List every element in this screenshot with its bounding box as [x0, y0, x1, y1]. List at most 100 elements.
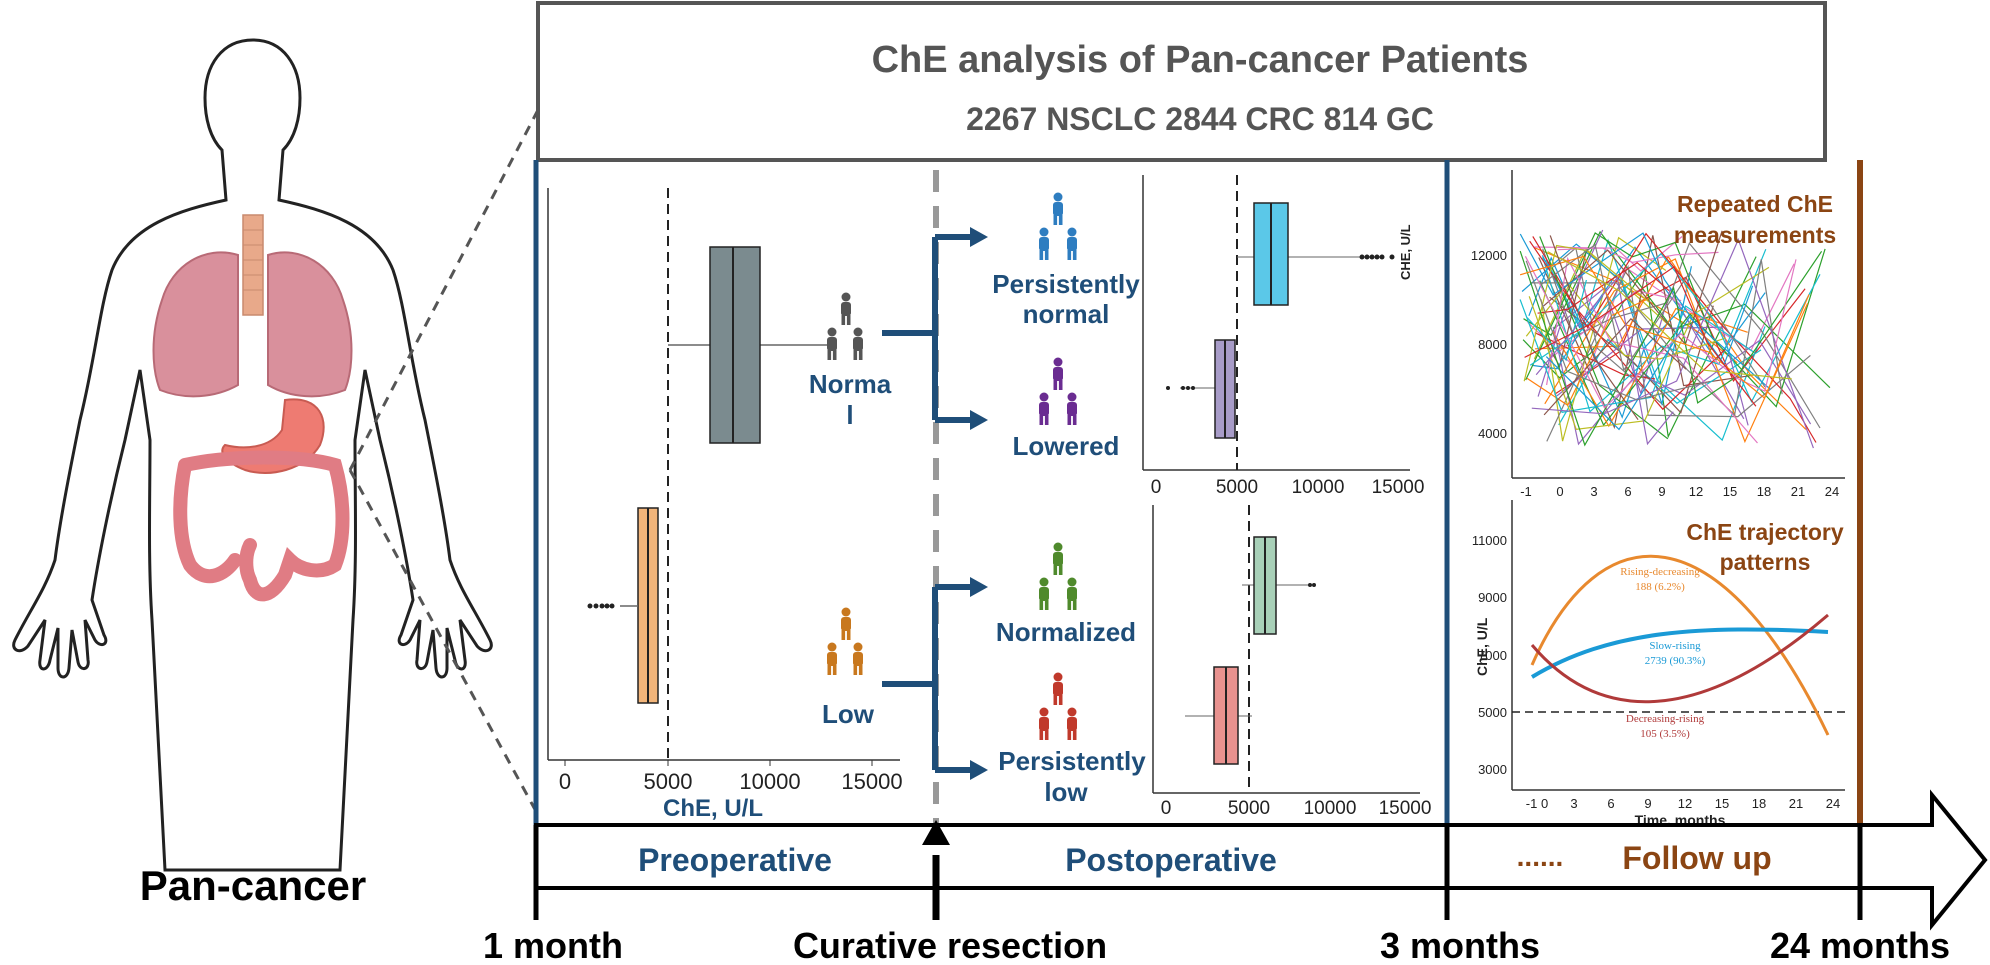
postop-bottom-tick: 10000: [1304, 798, 1357, 819]
pattern-stat: 105 (3.5%): [1640, 728, 1690, 740]
group-label-persistently-normal: Persistently: [992, 269, 1140, 299]
group-label-persistently-low: Persistently: [998, 746, 1146, 776]
people-icon-persistently-normal: [1039, 192, 1077, 260]
followup-bottom-ytick: 3000: [1478, 762, 1507, 777]
people-icon-lowered: [1039, 357, 1077, 425]
preop-tick-label: 15000: [841, 769, 902, 794]
followup-top-xtick: 9: [1658, 484, 1665, 499]
phase-postoperative: Postoperative: [1065, 842, 1277, 878]
trachea-icon: [242, 214, 264, 316]
spaghetti-line: [1531, 237, 1814, 449]
followup-top-ytick: 4000: [1478, 426, 1507, 441]
spaghetti-line: [1535, 276, 1674, 446]
followup-top-xtick: -1: [1520, 484, 1532, 499]
followup-top-xticks: -1 0 3 6 9 12 15 18 21 24: [1520, 484, 1839, 499]
followup-top-xtick: 3: [1590, 484, 1597, 499]
branch-arrows-low: [882, 584, 975, 773]
spaghetti-line: [1524, 256, 1797, 409]
followup-top-ytick: 12000: [1471, 248, 1507, 263]
followup-top-xtick: 18: [1757, 484, 1771, 499]
followup-bottom-xtick: 6: [1607, 796, 1614, 811]
group-label-normalized: Normalized: [996, 617, 1136, 647]
preop-tick-label: 5000: [644, 769, 693, 794]
arrow-head: [970, 577, 988, 597]
followup-trajectory-plot: [1511, 500, 1845, 791]
trajectory-decreasing-rising: [1530, 613, 1829, 704]
followup-spaghetti-plot: [1511, 170, 1845, 479]
spaghetti-line: [1548, 290, 1682, 360]
postop-top-boxplot: [1142, 175, 1410, 471]
followup-dots: ......: [1517, 841, 1564, 872]
followup-bottom-ytick: 5000: [1478, 705, 1507, 720]
pattern-label: Slow-rising: [1649, 640, 1701, 652]
preop-box-normal: [709, 246, 761, 444]
preop-boxplot: 0 5000 10000 15000 ChE, U/L: [547, 188, 903, 822]
preop-xlabel: ChE, U/L: [663, 795, 763, 822]
spaghetti-line: [1524, 265, 1757, 407]
followup-bottom-xtick: 15: [1715, 796, 1729, 811]
followup-bottom-xtick: 3: [1570, 796, 1577, 811]
preop-tick-label: 0: [559, 769, 571, 794]
followup-top-ytick: 8000: [1478, 337, 1507, 352]
spaghetti-line: [1557, 247, 1719, 264]
followup-bottom-ylabel: ChE, U/L: [1474, 617, 1490, 676]
milestone-24-months: 24 months: [1770, 925, 1950, 965]
followup-top-xtick: 15: [1723, 484, 1737, 499]
group-label-persistently-low-2: low: [1044, 777, 1088, 807]
pattern-stat: 188 (6.2%): [1635, 581, 1685, 593]
trajectory-slow-rising: [1530, 627, 1829, 679]
spaghetti-line: [1547, 251, 1792, 380]
milestone-1-month: 1 month: [483, 925, 623, 965]
followup-top-title-2: measurements: [1674, 222, 1836, 248]
pattern-label: Decreasing-rising: [1626, 713, 1705, 725]
postop-bottom-tick: 5000: [1228, 798, 1270, 819]
body-label: Pan-cancer: [140, 862, 366, 909]
postop-bottom-tick: 15000: [1379, 798, 1432, 819]
followup-bottom-xtick: 18: [1752, 796, 1766, 811]
trajectory-rising-decreasing: [1530, 554, 1830, 736]
arrow-head: [970, 227, 988, 247]
spaghetti-line: [1542, 242, 1821, 429]
human-body-figure: [12, 38, 493, 872]
group-label-lowered: Lowered: [1013, 431, 1120, 461]
group-label-persistently-normal-2: normal: [1023, 299, 1110, 329]
spaghetti-line: [1542, 248, 1767, 413]
colon-icon: [173, 450, 350, 602]
followup-top-title-1: Repeated ChE: [1677, 191, 1833, 217]
spaghetti-line: [1525, 260, 1709, 401]
zoom-line-bottom: [348, 469, 540, 816]
preop-xticks: [564, 760, 873, 766]
milestone-curative-resection: Curative resection: [793, 925, 1107, 965]
spaghetti-line: [1545, 316, 1771, 431]
zoom-line-top: [348, 109, 540, 471]
spaghetti-line: [1533, 248, 1676, 360]
branch-arrows-normal: [882, 234, 975, 423]
group-label-normal-line2: l: [846, 400, 853, 430]
spaghetti-line: [1519, 299, 1756, 413]
spaghetti-line: [1526, 279, 1587, 362]
preop-outliers-low: [587, 603, 615, 609]
arrow-head: [970, 410, 988, 430]
resection-arrow-head: [922, 820, 950, 845]
timeline-arrow: [534, 789, 1988, 931]
spaghetti-line: [1526, 297, 1650, 407]
followup-bottom-ytick: 7000: [1478, 648, 1507, 663]
followup-bottom-xtick: 12: [1678, 796, 1692, 811]
followup-top-xtick: 0: [1556, 484, 1563, 499]
spaghetti-line: [1538, 249, 1588, 368]
header-subtitle: 2267 NSCLC 2844 CRC 814 GC: [966, 101, 1434, 137]
spaghetti-line: [1549, 235, 1639, 421]
postop-top-tick: 10000: [1292, 477, 1345, 498]
spaghetti-line: [1549, 296, 1714, 414]
group-label-low: Low: [822, 699, 875, 729]
people-icon-low: [827, 607, 863, 675]
group-label-normal-line1: Norma: [809, 369, 892, 399]
spaghetti-line: [1519, 250, 1823, 447]
spaghetti-line: [1532, 295, 1604, 370]
postop-top-tick: 15000: [1372, 477, 1425, 498]
followup-bottom-xtick: 9: [1644, 796, 1651, 811]
header-title: ChE analysis of Pan-cancer Patients: [872, 39, 1529, 81]
spaghetti-line: [1529, 259, 1783, 417]
postop-bottom-tick: 0: [1161, 798, 1172, 819]
